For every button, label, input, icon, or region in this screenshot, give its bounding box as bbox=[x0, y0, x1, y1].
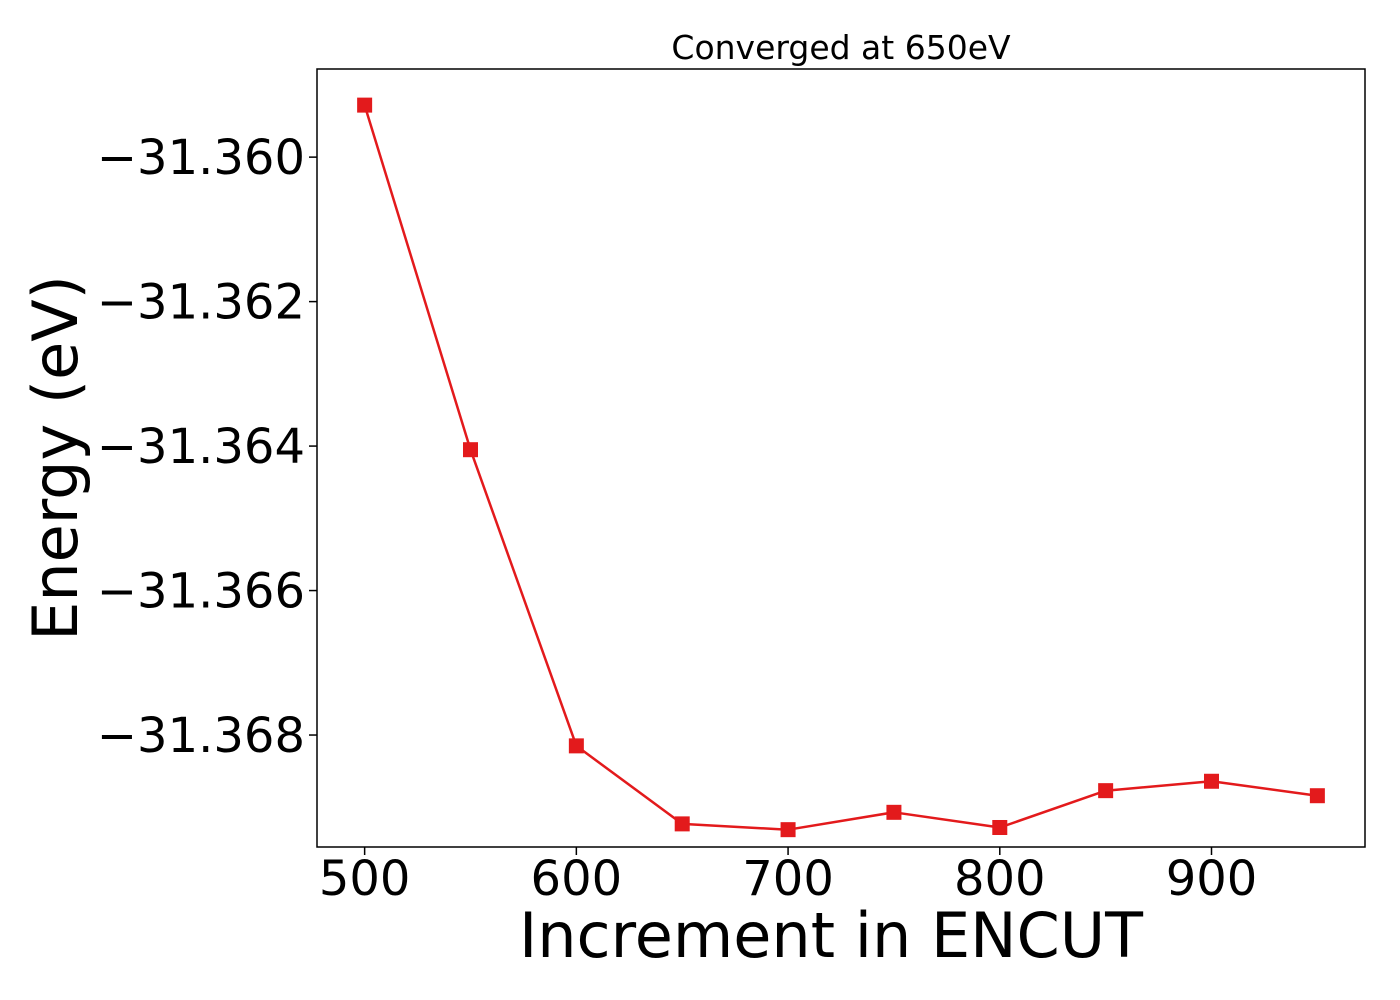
data-point-marker bbox=[992, 819, 1008, 835]
x-tick-label: 800 bbox=[954, 851, 1046, 907]
x-tick-label: 700 bbox=[742, 851, 834, 907]
y-axis-ticks: −31.360 −31.362 −31.364 −31.366 −31.368 bbox=[97, 130, 317, 764]
x-tick-label: 600 bbox=[531, 851, 623, 907]
chart-title: Converged at 650eV bbox=[671, 28, 1011, 67]
data-point-marker bbox=[568, 738, 584, 754]
plot-area bbox=[316, 68, 1366, 848]
x-tick-label: 900 bbox=[1166, 851, 1258, 907]
y-axis-label: Energy (eV) bbox=[19, 275, 92, 641]
y-tick-label: −31.366 bbox=[97, 564, 305, 620]
data-series bbox=[357, 97, 1325, 838]
data-point-marker bbox=[886, 804, 902, 820]
y-tick-label: −31.364 bbox=[97, 419, 305, 475]
data-point-marker bbox=[1204, 773, 1220, 789]
data-point-marker bbox=[780, 822, 796, 838]
y-tick-label: −31.368 bbox=[97, 708, 305, 764]
y-tick-label: −31.360 bbox=[97, 130, 305, 186]
x-axis-ticks: 500 600 700 800 900 bbox=[319, 847, 1257, 907]
y-tick-label: −31.362 bbox=[97, 275, 305, 331]
x-tick-label: 500 bbox=[319, 851, 411, 907]
series-line bbox=[363, 104, 1318, 831]
data-point-marker bbox=[1309, 788, 1325, 804]
x-axis-label: Increment in ENCUT bbox=[519, 899, 1144, 972]
data-point-marker bbox=[1098, 783, 1114, 799]
data-point-marker bbox=[674, 816, 690, 832]
data-point-marker bbox=[357, 97, 373, 113]
data-point-marker bbox=[462, 442, 478, 458]
